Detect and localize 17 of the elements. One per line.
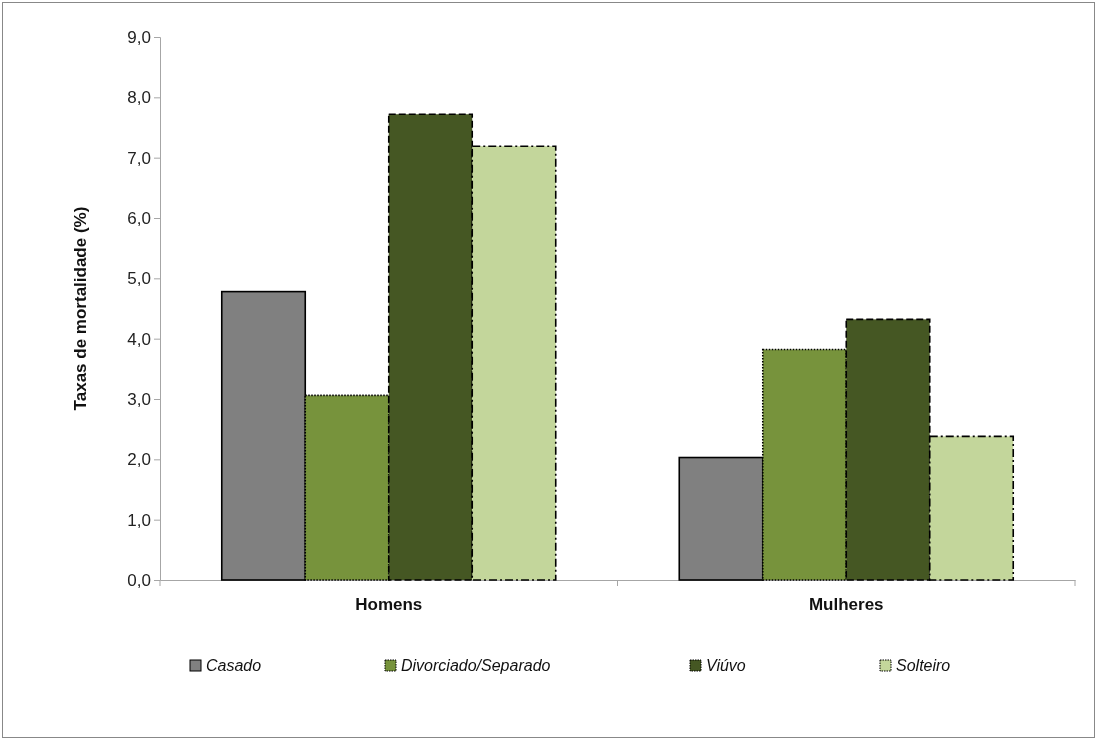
- legend-label: Solteiro: [896, 657, 951, 674]
- y-tick-label: 1,0: [127, 510, 151, 530]
- y-tick-label: 2,0: [127, 450, 151, 470]
- legend-label: Viúvo: [706, 657, 746, 674]
- y-tick-label: 0,0: [127, 570, 151, 590]
- x-tick-label: Homens: [355, 595, 423, 615]
- legend-label: Divorciado/Separado: [401, 657, 551, 674]
- y-axis-title: Taxas de mortalidade (%): [71, 206, 90, 411]
- x-tick-label: Mulheres: [808, 595, 884, 615]
- y-tick-label: 3,0: [127, 389, 151, 409]
- y-tick-label: 7,0: [127, 148, 151, 168]
- y-tick-label: 5,0: [127, 269, 151, 289]
- legend-label: Casado: [206, 657, 262, 674]
- y-tick-label: 6,0: [127, 208, 151, 228]
- y-tick-label: 9,0: [127, 27, 151, 47]
- y-tick-label: 4,0: [127, 329, 151, 349]
- y-tick-label: 8,0: [127, 88, 151, 108]
